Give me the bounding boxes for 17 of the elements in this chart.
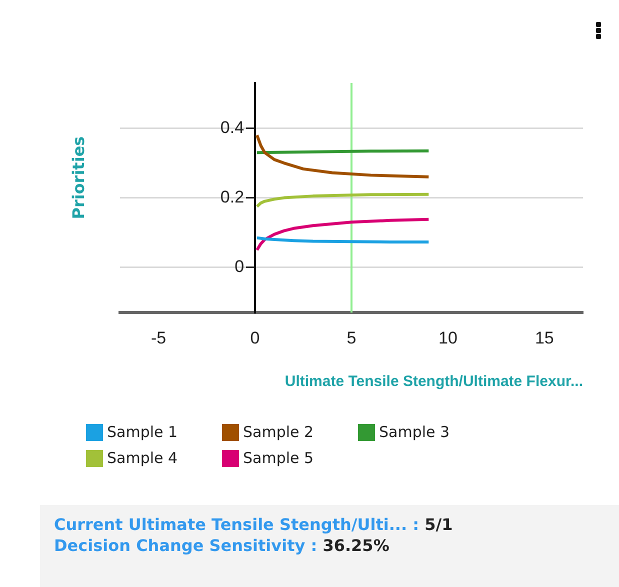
legend-label: Sample 1	[107, 423, 178, 441]
y-tick-label: 0	[234, 257, 244, 276]
legend-label: Sample 5	[243, 449, 314, 467]
y-tick-label: 0.4	[220, 118, 244, 137]
x-tick-label: 5	[346, 328, 356, 348]
x-tick-label: 10	[438, 328, 458, 348]
x-tick-label: -5	[151, 328, 166, 348]
legend-label: Sample 4	[107, 449, 178, 467]
text: Current Ultimate Tensile Stength/Ulti... : 5/1	[54, 515, 454, 534]
y-tick-label: 0.2	[220, 187, 244, 206]
x-axis-title: Ultimate Tensile Stength/Ultimate Flexur...	[284, 373, 583, 390]
x-tick-label: 15	[534, 328, 554, 348]
legend-label: Sample 2	[243, 423, 314, 441]
x-tick-label: 0	[250, 328, 260, 348]
y-axis-title: Priorities	[69, 136, 88, 220]
legend-label: Sample 3	[379, 423, 450, 441]
text: Decision Change Sensitivity : 36.25%	[54, 536, 390, 555]
